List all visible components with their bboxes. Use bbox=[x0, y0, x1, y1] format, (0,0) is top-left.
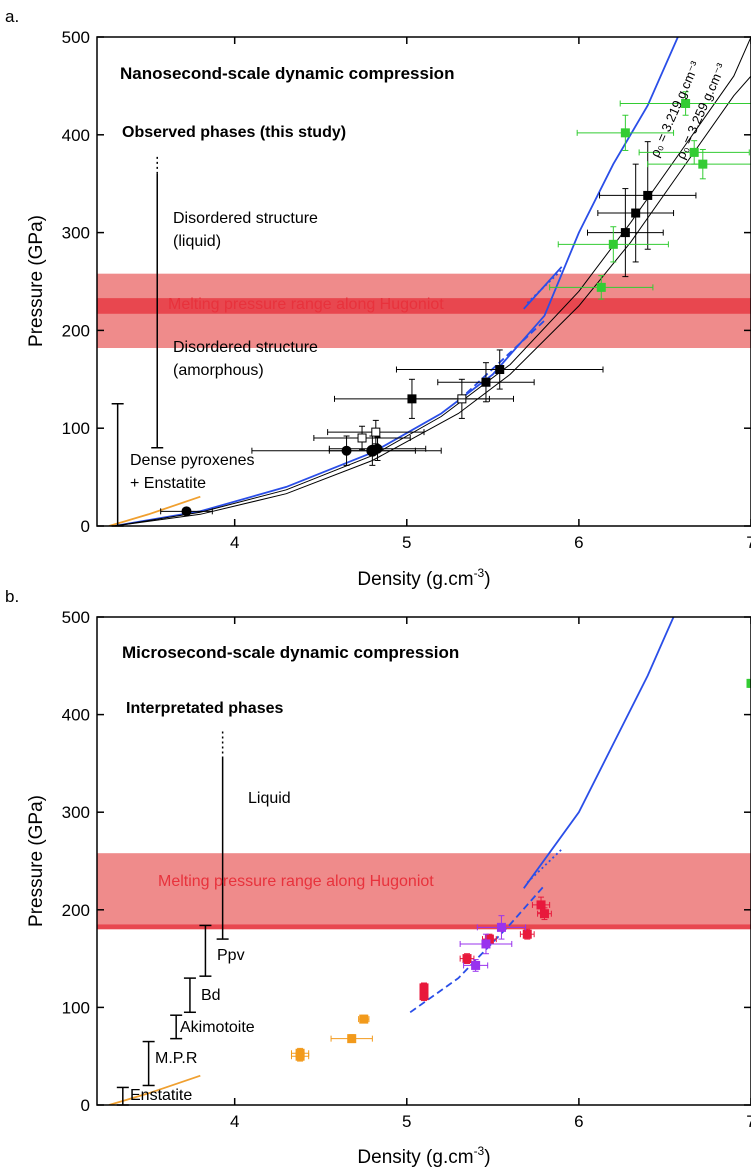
phases-heading-b: Interpretated phases bbox=[126, 700, 283, 717]
data-point bbox=[681, 99, 691, 109]
phase-label-enstatite: + Enstatite bbox=[130, 475, 206, 492]
chart-title-b: Microsecond-scale dynamic compression bbox=[122, 643, 459, 662]
data-point bbox=[181, 506, 192, 517]
data-point bbox=[419, 983, 429, 993]
data-point bbox=[357, 433, 367, 443]
curve-black2 bbox=[114, 75, 751, 526]
data-point bbox=[536, 900, 546, 910]
data-point bbox=[372, 443, 383, 454]
x-tick-label: 6 bbox=[574, 533, 583, 552]
x-axis-label-a: Density (g.cm-3) bbox=[357, 566, 490, 590]
curve-blue-dash bbox=[457, 319, 546, 402]
x-tick-label: 5 bbox=[402, 533, 411, 552]
data-point bbox=[481, 939, 491, 949]
data-points bbox=[290, 678, 751, 1062]
curve-black1 bbox=[114, 37, 751, 526]
y-tick-label: 0 bbox=[81, 1096, 90, 1115]
data-point bbox=[295, 1048, 305, 1058]
data-point bbox=[481, 377, 491, 387]
data-point bbox=[631, 208, 641, 218]
x-tick-label: 6 bbox=[574, 1112, 583, 1131]
y-tick-label: 200 bbox=[62, 321, 90, 340]
x-tick-label: 4 bbox=[230, 1112, 239, 1131]
chart-title-a: Nanosecond-scale dynamic compression bbox=[120, 64, 454, 83]
melting-band-core bbox=[97, 298, 751, 314]
y-tick-label: 300 bbox=[62, 224, 90, 243]
melt-band-area bbox=[97, 853, 751, 928]
data-point bbox=[419, 991, 429, 1001]
phase-label-mpr: M.P.R bbox=[155, 1050, 197, 1067]
phase-label-liquid-sub: (liquid) bbox=[173, 233, 221, 250]
data-points bbox=[160, 91, 751, 517]
data-point bbox=[689, 147, 699, 157]
phase-label-bd: Bd bbox=[201, 987, 221, 1004]
data-point bbox=[347, 1034, 357, 1044]
phases-heading-a: Observed phases (this study) bbox=[122, 124, 346, 141]
data-point bbox=[471, 960, 481, 970]
data-point bbox=[698, 159, 708, 169]
y-tick-label: 300 bbox=[62, 803, 90, 822]
curve-blue bbox=[523, 617, 675, 889]
data-point bbox=[596, 282, 606, 292]
x-tick-label: 5 bbox=[402, 1112, 411, 1131]
data-point bbox=[496, 922, 506, 932]
data-point bbox=[407, 394, 417, 404]
y-tick-label: 500 bbox=[62, 28, 90, 47]
data-point bbox=[462, 954, 472, 964]
data-point bbox=[484, 934, 494, 944]
x-tick-label: 4 bbox=[230, 533, 239, 552]
y-axis-label-a: Pressure (GPa) bbox=[26, 215, 47, 347]
axis-ticks: 4 5 6 7 0 100 200 300 400 500 bbox=[62, 608, 751, 1131]
y-axis-label-b: Pressure (GPa) bbox=[26, 795, 47, 927]
panel-a: a. 4 5 6 7 0 100 200 300 400 500 Nanosecond-scale… bbox=[5, 7, 751, 590]
x-tick-label: 7 bbox=[746, 1112, 751, 1131]
melting-band bbox=[97, 853, 751, 930]
y-tick-label: 200 bbox=[62, 901, 90, 920]
phase-label-liquid: Disordered structure bbox=[173, 210, 318, 227]
y-tick-label: 400 bbox=[62, 706, 90, 725]
axis-ticks: 4 5 6 7 0 100 200 300 400 500 bbox=[62, 28, 751, 552]
hugoniot-curves bbox=[108, 37, 751, 526]
phase-label-enstatite: Enstatite bbox=[130, 1087, 192, 1104]
phase-label-pyroxenes: Dense pyroxenes bbox=[130, 452, 255, 469]
data-point bbox=[371, 427, 381, 437]
data-point bbox=[522, 929, 532, 939]
y-tick-label: 100 bbox=[62, 998, 90, 1017]
y-tick-label: 100 bbox=[62, 419, 90, 438]
plot-frame bbox=[96, 616, 751, 1106]
phase-label-amorphous: Disordered structure bbox=[173, 339, 318, 356]
data-point bbox=[608, 239, 618, 249]
y-tick-label: 400 bbox=[62, 126, 90, 145]
x-axis-label-b: Density (g.cm-3) bbox=[357, 1144, 490, 1168]
phase-label-amorphous-sub: (amorphous) bbox=[173, 362, 264, 379]
data-point bbox=[495, 365, 505, 375]
phase-label-akimotoite: Akimotoite bbox=[180, 1019, 255, 1036]
melt-label-b: Melting pressure range along Hugoniot bbox=[158, 873, 434, 890]
panel-label-b: b. bbox=[5, 587, 19, 606]
data-point bbox=[643, 190, 653, 200]
curve-blue bbox=[114, 37, 679, 526]
melting-line bbox=[97, 924, 751, 930]
phase-label-liquid: Liquid bbox=[248, 790, 291, 807]
y-tick-label: 500 bbox=[62, 608, 90, 627]
y-tick-label: 0 bbox=[81, 517, 90, 536]
plot-frame bbox=[96, 36, 751, 527]
data-point bbox=[746, 678, 751, 688]
phase-label-ppv: Ppv bbox=[217, 947, 245, 964]
melt-label-a: Melting pressure range along Hugoniot bbox=[168, 296, 444, 313]
panel-b: b. 4 5 6 7 0 100 200 300 400 500 Microsecond-scal… bbox=[5, 587, 751, 1168]
melting-band bbox=[97, 273, 751, 349]
panel-label-a: a. bbox=[5, 7, 19, 26]
curve-blue-dash bbox=[409, 884, 546, 1014]
data-point bbox=[620, 228, 630, 238]
data-point bbox=[539, 909, 549, 919]
x-tick-label: 7 bbox=[746, 533, 751, 552]
data-point bbox=[620, 128, 630, 138]
curve-orange bbox=[108, 495, 201, 526]
data-point bbox=[359, 1014, 369, 1024]
